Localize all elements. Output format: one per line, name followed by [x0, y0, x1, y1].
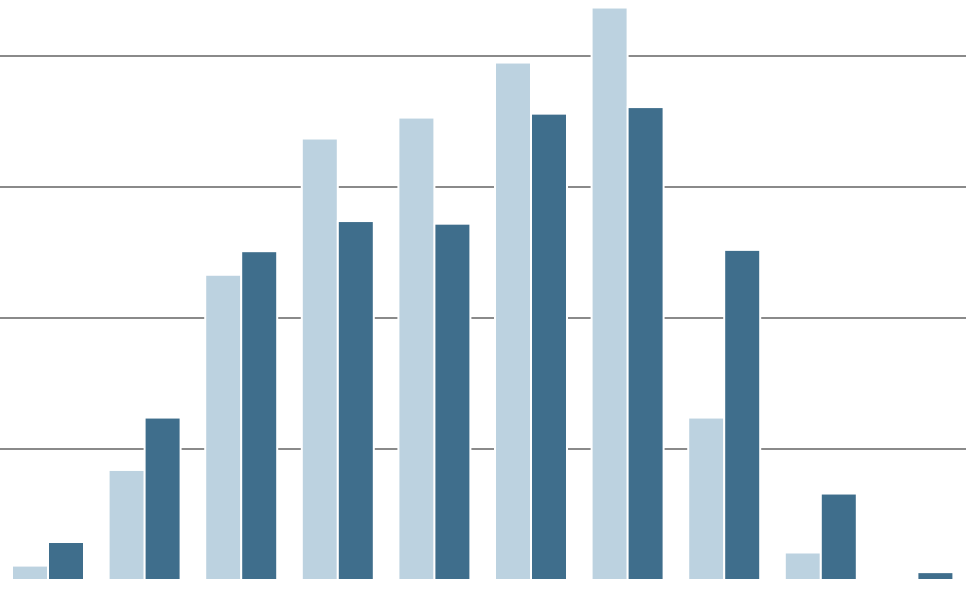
bar [107, 468, 146, 581]
bar [687, 416, 726, 581]
bar [819, 492, 858, 582]
bar [916, 571, 955, 582]
bar [300, 137, 339, 581]
bar [397, 116, 436, 581]
bar [723, 248, 762, 581]
bar [143, 416, 182, 581]
bar [433, 222, 472, 581]
bar [590, 6, 629, 581]
bar [626, 106, 665, 581]
bar [11, 564, 49, 582]
bar [530, 112, 568, 581]
bar [204, 273, 243, 581]
bar [783, 551, 822, 581]
bar [240, 250, 279, 581]
bar [494, 61, 532, 582]
bar [336, 220, 375, 581]
bar [880, 577, 919, 582]
bar [47, 541, 85, 582]
